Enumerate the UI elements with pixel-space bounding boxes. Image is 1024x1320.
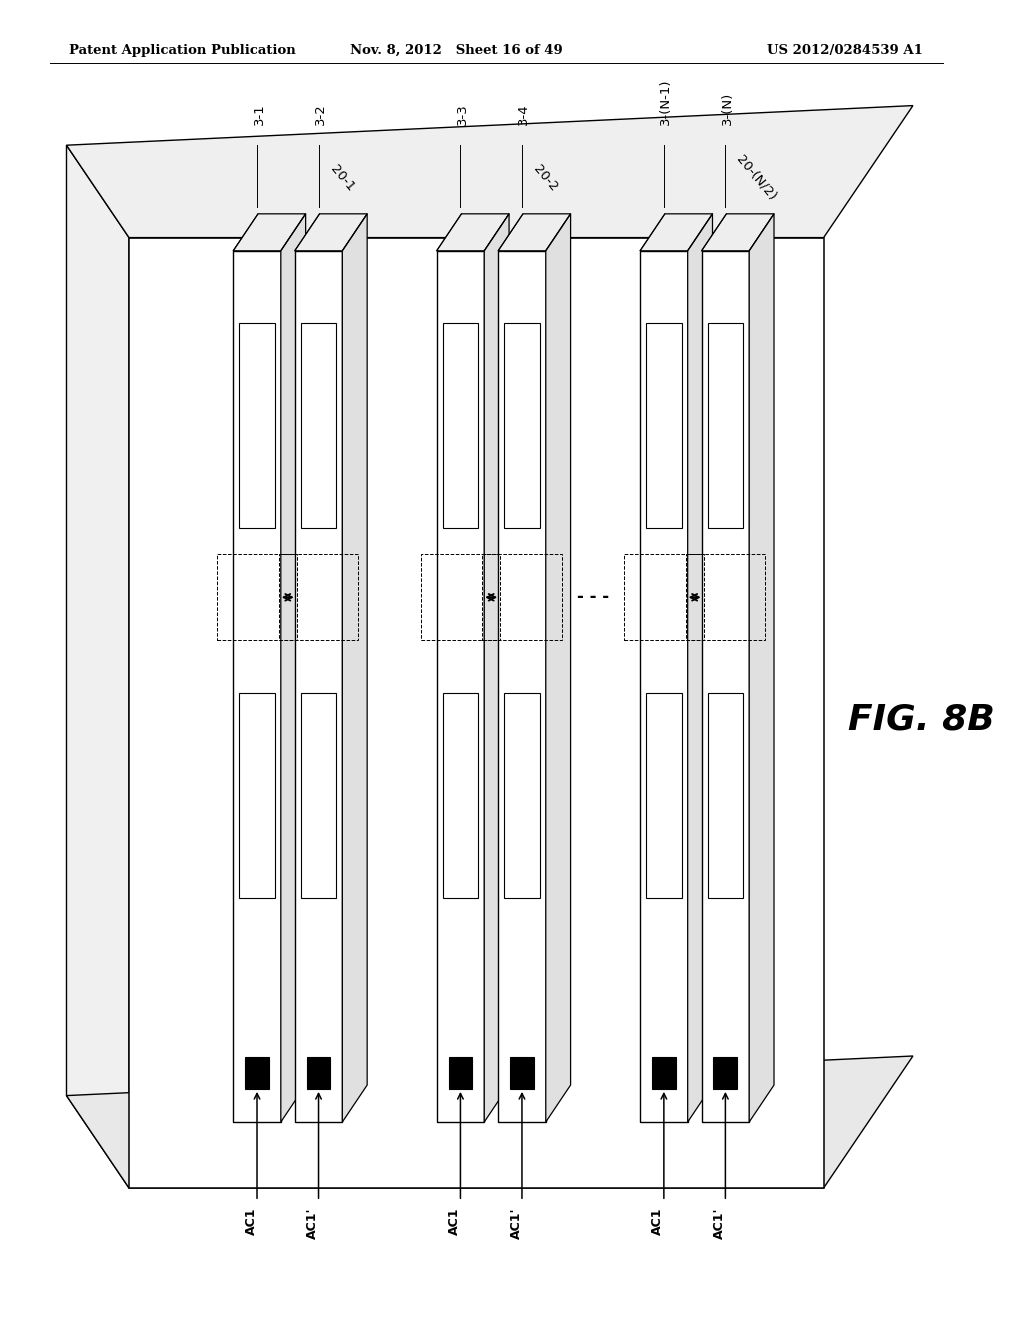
Bar — [646, 693, 682, 898]
Bar — [129, 238, 823, 1188]
Text: 3-1: 3-1 — [253, 104, 265, 125]
Text: 20-(N/2): 20-(N/2) — [734, 153, 779, 203]
Polygon shape — [701, 214, 774, 251]
Text: AC1: AC1 — [447, 1208, 461, 1236]
Polygon shape — [67, 106, 913, 238]
Text: 20-2: 20-2 — [530, 162, 560, 194]
Bar — [442, 323, 478, 528]
Polygon shape — [281, 214, 305, 1122]
Bar — [240, 693, 274, 898]
Bar — [240, 323, 274, 528]
Polygon shape — [436, 214, 509, 251]
Text: AC1': AC1' — [510, 1208, 522, 1239]
Bar — [714, 1057, 737, 1089]
Bar — [504, 693, 540, 898]
Bar — [504, 323, 540, 528]
Text: US 2012/0284539 A1: US 2012/0284539 A1 — [767, 44, 923, 57]
Polygon shape — [295, 214, 368, 251]
Text: 3-(N): 3-(N) — [721, 92, 734, 125]
Text: - - -: - - - — [577, 589, 609, 606]
Polygon shape — [546, 214, 570, 1122]
Bar — [217, 554, 297, 640]
Bar — [301, 323, 337, 528]
Polygon shape — [67, 145, 129, 1188]
Bar — [449, 1057, 472, 1089]
Polygon shape — [750, 214, 774, 1122]
Text: FIG. 8B: FIG. 8B — [849, 702, 995, 737]
Polygon shape — [67, 1056, 913, 1188]
Text: AC1: AC1 — [651, 1208, 665, 1236]
Text: AC1': AC1' — [306, 1208, 319, 1239]
Bar — [233, 251, 281, 1122]
Bar — [421, 554, 500, 640]
Text: 20-1: 20-1 — [328, 162, 356, 194]
Bar — [482, 554, 561, 640]
Polygon shape — [498, 214, 570, 251]
Bar — [436, 251, 484, 1122]
Bar — [306, 1057, 331, 1089]
Bar — [442, 693, 478, 898]
Polygon shape — [233, 214, 305, 251]
Bar — [652, 1057, 676, 1089]
Bar — [646, 323, 682, 528]
Bar — [295, 251, 342, 1122]
Bar — [686, 554, 765, 640]
Bar — [708, 693, 743, 898]
Bar — [640, 251, 688, 1122]
Text: 3-4: 3-4 — [517, 104, 530, 125]
Polygon shape — [484, 214, 509, 1122]
Polygon shape — [342, 214, 368, 1122]
Bar — [279, 554, 358, 640]
Text: Nov. 8, 2012   Sheet 16 of 49: Nov. 8, 2012 Sheet 16 of 49 — [350, 44, 563, 57]
Text: 3-(N-1): 3-(N-1) — [659, 79, 673, 125]
Bar — [701, 251, 750, 1122]
Bar — [245, 1057, 269, 1089]
Text: AC1: AC1 — [245, 1208, 258, 1236]
Bar — [625, 554, 703, 640]
Polygon shape — [640, 214, 713, 251]
Text: 3-3: 3-3 — [456, 104, 469, 125]
Bar — [498, 251, 546, 1122]
Text: 3-2: 3-2 — [314, 104, 327, 125]
Bar — [301, 693, 337, 898]
Text: Patent Application Publication: Patent Application Publication — [70, 44, 296, 57]
Bar — [510, 1057, 534, 1089]
Text: AC1': AC1' — [713, 1208, 726, 1239]
Bar — [708, 323, 743, 528]
Polygon shape — [688, 214, 713, 1122]
